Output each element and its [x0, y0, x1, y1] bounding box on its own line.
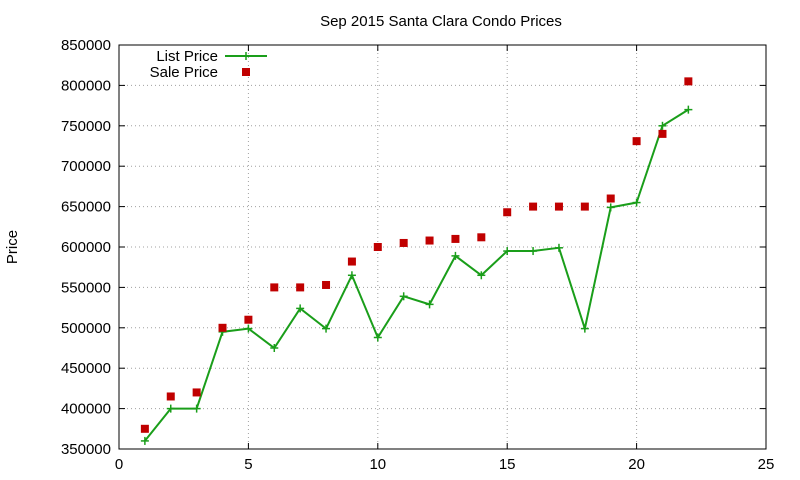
data-point-sale-price: [296, 283, 305, 292]
data-point-sale-price: [580, 202, 589, 211]
data-point-sale-price: [347, 257, 356, 266]
data-point-list-price: [503, 247, 512, 256]
plot-frame: [118, 44, 767, 450]
y-tick-label: 550000: [61, 279, 111, 296]
data-point-list-price: [347, 271, 356, 280]
data-point-list-price: [322, 324, 331, 333]
y-tick-label: 650000: [61, 199, 111, 216]
data-point-sale-price: [140, 424, 149, 433]
data-point-list-price: [529, 247, 538, 256]
series-sale-price: [140, 77, 693, 433]
legend-entry-list-price: List Price: [156, 48, 267, 65]
data-point-list-price: [399, 292, 408, 301]
data-point-list-price: [166, 404, 175, 413]
data-point-list-price: [451, 251, 460, 260]
chart-title: Sep 2015 Santa Clara Condo Prices: [320, 13, 562, 30]
data-point-list-price: [425, 300, 434, 309]
data-point-sale-price: [270, 283, 279, 292]
data-point-sale-price: [399, 238, 408, 247]
series-line-list-price: [144, 108, 689, 442]
legend-marker-sale-price: [242, 68, 250, 76]
x-tick-label: 25: [758, 456, 775, 473]
data-point-sale-price: [192, 388, 201, 397]
data-point-sale-price: [658, 129, 667, 138]
y-tick-label: 400000: [61, 401, 111, 418]
data-point-list-price: [244, 324, 253, 333]
data-point-sale-price: [244, 315, 253, 324]
data-point-sale-price: [632, 137, 641, 146]
x-tick-label: 0: [115, 456, 123, 473]
y-tick-label: 700000: [61, 158, 111, 175]
data-point-list-price: [477, 271, 486, 280]
series-list-price: [140, 105, 693, 445]
data-point-sale-price: [554, 202, 563, 211]
data-point-list-price: [554, 243, 563, 252]
y-tick-label: 500000: [61, 320, 111, 337]
data-point-sale-price: [451, 234, 460, 243]
x-tick-label: 15: [499, 456, 516, 473]
data-point-sale-price: [684, 77, 693, 86]
x-tick-label: 5: [244, 456, 252, 473]
legend-label-list-price: List Price: [156, 48, 218, 65]
data-point-sale-price: [529, 202, 538, 211]
data-point-list-price: [632, 198, 641, 207]
y-tick-label: 600000: [61, 239, 111, 256]
y-tick-label: 750000: [61, 118, 111, 135]
series: [140, 77, 693, 445]
data-point-list-price: [606, 203, 615, 212]
data-point-sale-price: [322, 280, 331, 289]
y-tick-label: 850000: [61, 37, 111, 54]
data-point-list-price: [580, 324, 589, 333]
y-tick-label: 450000: [61, 360, 111, 377]
x-tick-label: 20: [628, 456, 645, 473]
data-point-sale-price: [166, 392, 175, 401]
data-point-sale-price: [606, 194, 615, 203]
data-point-sale-price: [218, 323, 227, 332]
data-point-list-price: [296, 304, 305, 313]
data-point-list-price: [270, 344, 279, 352]
legend-entry-sale-price: Sale Price: [150, 64, 250, 81]
x-tick-label: 10: [369, 456, 386, 473]
axis-ticks: 350000 400000 450000 500000 550000 600000 6500…: [61, 37, 774, 473]
legend-label-sale-price: Sale Price: [150, 64, 218, 81]
data-point-list-price: [373, 333, 382, 342]
y-tick-label: 350000: [61, 441, 111, 458]
data-point-list-price: [658, 121, 667, 130]
data-point-list-price: [192, 404, 201, 413]
data-point-list-price: [684, 105, 693, 114]
data-point-sale-price: [373, 243, 382, 251]
data-point-sale-price: [425, 236, 434, 245]
y-tick-label: 800000: [61, 77, 111, 94]
y-axis-label: Price: [4, 230, 21, 264]
grid: [119, 45, 766, 449]
data-point-sale-price: [477, 233, 486, 242]
data-point-list-price: [140, 436, 149, 445]
legend-marker-list-price: [242, 52, 250, 60]
data-point-sale-price: [503, 208, 512, 217]
